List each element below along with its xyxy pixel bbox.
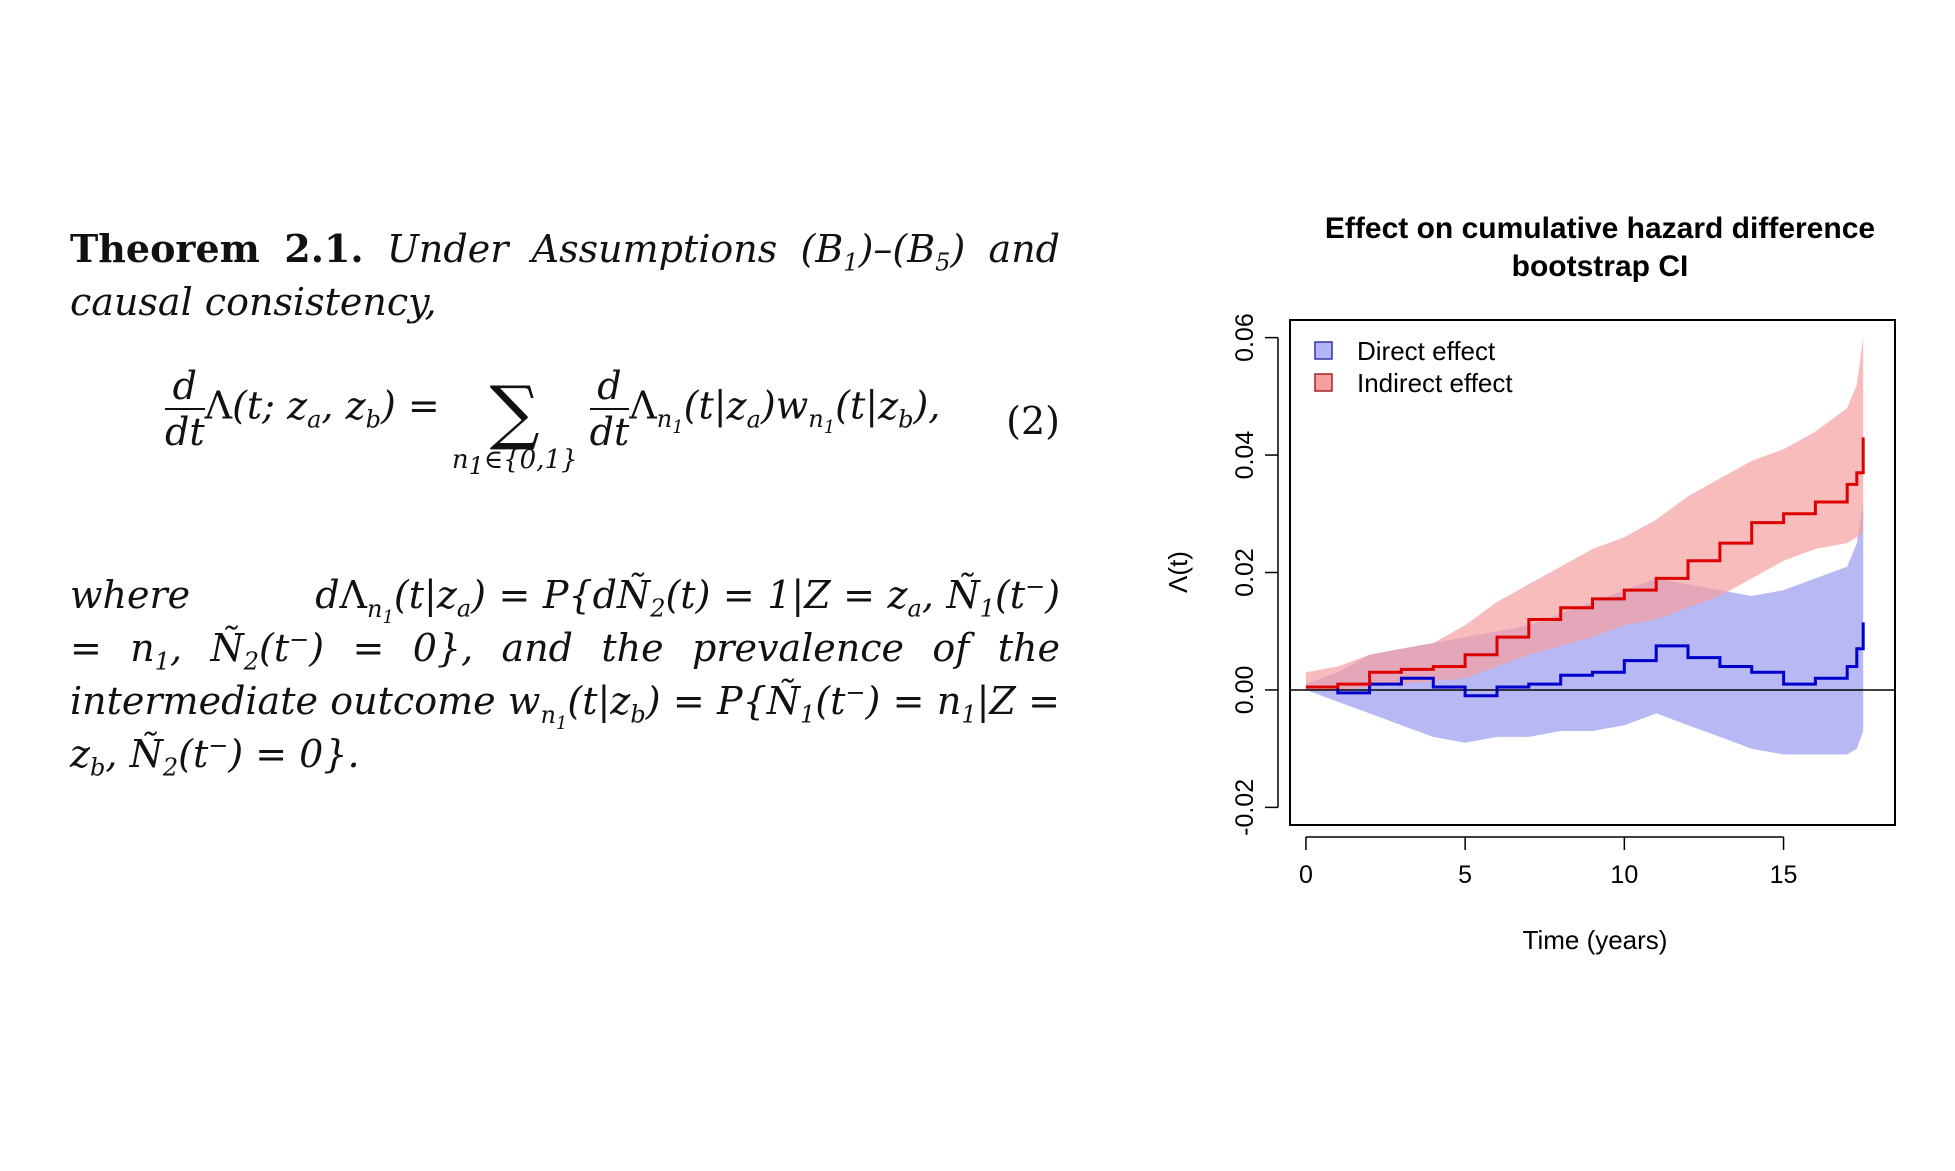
equation-2: d dt Λ(t; za, zb) = ∑ n1∈{0,1} d dt Λn1(t|za)… <box>70 351 1060 551</box>
equation-body: d dt Λ(t; za, zb) = ∑ n1∈{0,1} d dt Λn1(t|za)… <box>165 364 941 481</box>
chart-subtitle: bootstrap CI <box>1512 250 1689 283</box>
summation: ∑ n1∈{0,1} <box>451 371 578 481</box>
theorem-where-clause: where dΛn1(t|za) = P{dÑ2(t) = 1|Z = za, … <box>70 572 1061 782</box>
legend: Direct effect Indirect effect <box>1314 336 1513 398</box>
theorem-intro: Under Assumptions (B1)–(B5) and causal c… <box>70 227 1061 324</box>
effect-lines <box>1305 437 1865 698</box>
chart-title: Effect on cumulative hazard difference <box>1325 212 1875 245</box>
legend-label-direct: Direct effect <box>1357 336 1496 366</box>
x-tick-label: 0 <box>1299 861 1313 889</box>
legend-swatch-indirect <box>1314 373 1333 392</box>
ci-bands <box>1305 337 1864 755</box>
y-axis-label: Λ(t) <box>1163 551 1193 593</box>
theorem-label: Theorem 2.1. <box>70 226 364 271</box>
equation-number: (2) <box>1006 399 1060 443</box>
x-tick-label: 15 <box>1770 861 1798 889</box>
effect-line-direct <box>1305 622 1865 698</box>
legend-swatch-direct <box>1314 341 1333 360</box>
y-tick-label: -0.02 <box>1231 779 1259 836</box>
theorem-statement: Theorem 2.1. Under Assumptions (B1)–(B5)… <box>70 222 1060 329</box>
y-tick-label: 0.00 <box>1231 666 1259 715</box>
ci-band-indirect <box>1305 337 1864 690</box>
y-axis: -0.02 0.00 0.02 0.04 0.06 <box>1231 313 1279 836</box>
plot-frame <box>1289 319 1896 826</box>
x-tick-label: 10 <box>1610 861 1638 889</box>
x-axis-label: Time (years) <box>1523 925 1668 955</box>
y-tick-label: 0.04 <box>1231 431 1259 480</box>
legend-label-indirect: Indirect effect <box>1357 368 1513 398</box>
x-tick-label: 5 <box>1458 861 1472 889</box>
theorem-block: Theorem 2.1. Under Assumptions (B1)–(B5)… <box>70 222 1060 781</box>
effect-line-indirect <box>1305 437 1865 689</box>
y-tick-label: 0.06 <box>1231 313 1259 362</box>
cumulative-hazard-chart: Effect on cumulative hazard difference b… <box>1163 212 1896 955</box>
x-axis: 0 5 10 15 <box>1299 836 1798 889</box>
y-tick-label: 0.02 <box>1231 548 1259 597</box>
